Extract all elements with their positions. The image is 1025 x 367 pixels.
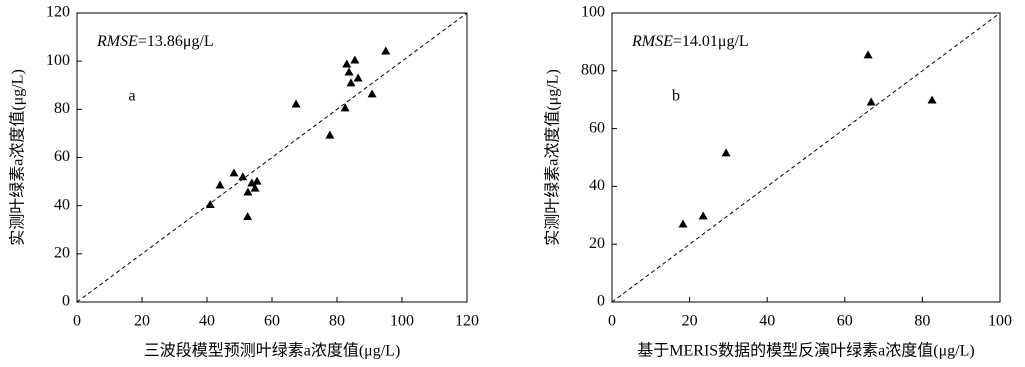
y-tick-label: 20 bbox=[54, 245, 70, 262]
y-tick-label: 60 bbox=[589, 119, 605, 136]
y-tick-label: 60 bbox=[54, 148, 70, 165]
panel-label: b bbox=[672, 88, 680, 105]
y-tick-label: 80 bbox=[54, 100, 70, 117]
x-tick-label: 60 bbox=[264, 313, 280, 330]
x-tick-label: 120 bbox=[455, 313, 479, 330]
data-point bbox=[866, 97, 876, 106]
y-tick-label: 20 bbox=[589, 235, 605, 252]
y-tick-label: 100 bbox=[581, 4, 605, 21]
y-tick-label: 800 bbox=[581, 61, 605, 78]
one-to-one-line bbox=[76, 12, 468, 303]
x-tick-label: 40 bbox=[199, 313, 215, 330]
y-axis-label: 实测叶绿素a浓度值(μg/L) bbox=[9, 69, 27, 246]
data-point bbox=[350, 55, 360, 64]
x-tick-label: 80 bbox=[329, 313, 345, 330]
rmse-label: RMSE bbox=[96, 33, 138, 50]
x-tick-label: 0 bbox=[73, 313, 81, 330]
data-point bbox=[243, 212, 253, 221]
rmse-value: =13.86μg/L bbox=[138, 33, 214, 50]
y-tick-label: 0 bbox=[597, 293, 605, 310]
data-point bbox=[863, 50, 873, 59]
data-point bbox=[250, 183, 260, 192]
data-point bbox=[346, 78, 356, 87]
plot-frame bbox=[611, 12, 1001, 303]
data-point bbox=[678, 219, 688, 228]
data-point bbox=[698, 211, 708, 220]
data-point bbox=[340, 103, 350, 112]
data-point bbox=[344, 67, 354, 76]
data-point bbox=[252, 176, 262, 185]
x-tick-label: 100 bbox=[390, 313, 414, 330]
panel-label: a bbox=[128, 88, 135, 105]
rmse-value: =14.01μg/L bbox=[673, 33, 749, 50]
y-tick-label: 40 bbox=[54, 196, 70, 213]
data-point bbox=[229, 168, 239, 177]
data-point bbox=[205, 199, 215, 208]
data-point bbox=[243, 187, 253, 196]
rmse-label: RMSE bbox=[631, 33, 673, 50]
one-to-one-line bbox=[611, 12, 1001, 303]
x-tick-label: 40 bbox=[759, 313, 775, 330]
data-point bbox=[927, 95, 937, 104]
x-axis-label: 基于MERIS数据的模型反演叶绿素a浓度值(μg/L) bbox=[637, 342, 974, 360]
data-point bbox=[238, 172, 248, 181]
x-tick-label: 0 bbox=[608, 313, 616, 330]
rmse-annotation: RMSE=13.86μg/L bbox=[96, 33, 214, 50]
x-tick-label: 100 bbox=[988, 313, 1012, 330]
data-point bbox=[215, 180, 225, 189]
y-tick-label: 40 bbox=[589, 177, 605, 194]
y-tick-label: 100 bbox=[46, 52, 70, 69]
data-point bbox=[367, 89, 377, 98]
x-tick-label: 80 bbox=[914, 313, 930, 330]
y-tick-label: 120 bbox=[46, 4, 70, 21]
data-point bbox=[291, 99, 301, 108]
data-point bbox=[721, 148, 731, 157]
data-point bbox=[342, 59, 352, 68]
y-tick-label: 0 bbox=[62, 293, 70, 310]
x-tick-label: 60 bbox=[837, 313, 853, 330]
x-tick-label: 20 bbox=[134, 313, 150, 330]
data-point bbox=[353, 73, 363, 82]
data-point bbox=[325, 130, 335, 139]
data-point bbox=[381, 46, 391, 55]
y-axis-label: 实测叶绿素a浓度值(μg/L) bbox=[544, 69, 562, 246]
x-axis-label: 三波段模型预测叶绿素a浓度值(μg/L) bbox=[144, 342, 401, 360]
x-tick-label: 20 bbox=[682, 313, 698, 330]
rmse-annotation: RMSE=14.01μg/L bbox=[631, 33, 749, 50]
